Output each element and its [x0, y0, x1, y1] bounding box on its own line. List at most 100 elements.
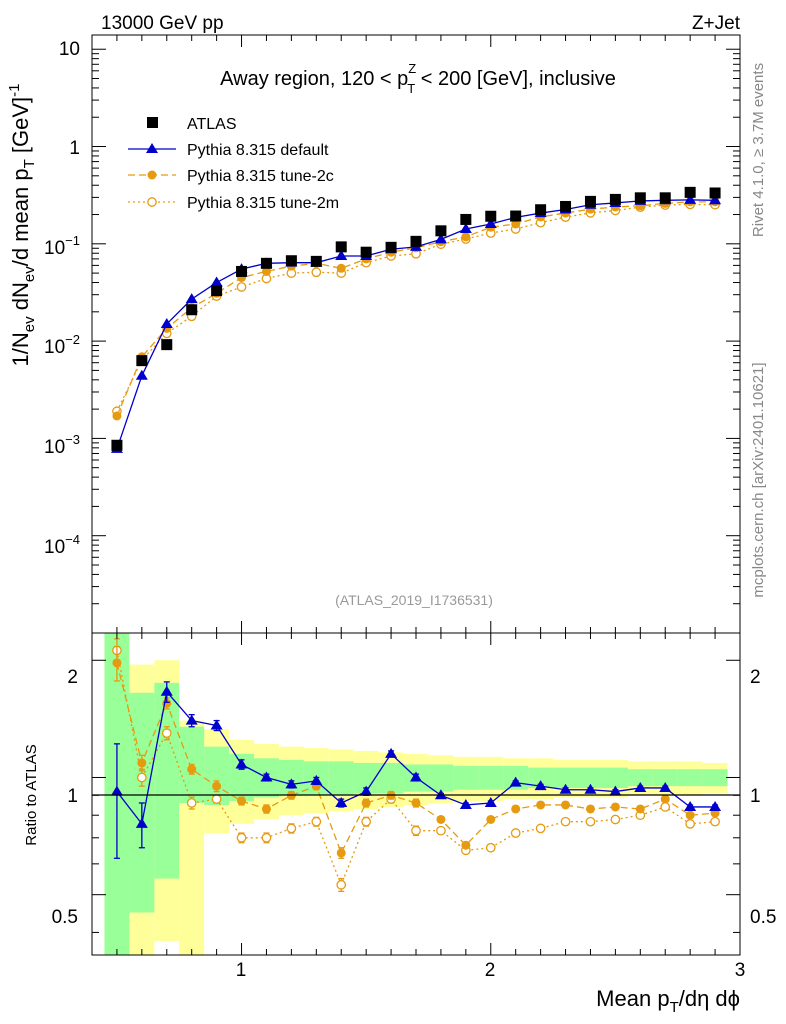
- ratio-point-3: [186, 798, 197, 808]
- data-point-0: [659, 192, 671, 204]
- legend: ATLAS Pythia 8.315 default Pythia 8.315 …: [128, 116, 339, 212]
- ratio-tick-label-right: 0.5: [750, 907, 776, 928]
- data-point-0: [435, 225, 447, 237]
- ratio-point-1: [135, 817, 148, 828]
- data-point-3: [311, 267, 322, 278]
- y-tick-labels: 10 1 10−1 10−2 10−3 10−4: [44, 39, 80, 558]
- ratio-point-1: [534, 780, 547, 791]
- data-point-0: [460, 213, 472, 225]
- data-point-0: [211, 285, 223, 297]
- ratio-point-3: [211, 794, 222, 804]
- ratio-point-1: [160, 685, 173, 696]
- ratio-point-2: [486, 814, 496, 824]
- ratio-point-1: [360, 785, 373, 796]
- ratio-band-green: [652, 769, 678, 787]
- ratio-point-2: [610, 802, 620, 812]
- ratio-point-3: [660, 802, 671, 812]
- data-point-1: [459, 222, 472, 233]
- ratio-point-2: [112, 658, 122, 668]
- data-point-3: [236, 282, 247, 292]
- ratio-tick-label: 2: [67, 667, 78, 688]
- data-point-1: [135, 369, 148, 380]
- ratio-tick-labels: 2 1 0.5 2 1 0.5: [52, 667, 777, 928]
- data-point-0: [360, 246, 372, 258]
- data-point-1: [160, 317, 173, 328]
- data-point-1: [684, 193, 697, 204]
- legend-label-atlas: ATLAS: [187, 116, 237, 133]
- legend-label-default: Pythia 8.315 default: [187, 142, 329, 159]
- ratio-point-2: [561, 800, 571, 810]
- ratio-band-green: [478, 766, 504, 790]
- ratio-point-2: [660, 794, 670, 804]
- ratio-point-2: [336, 848, 346, 858]
- ratio-point-1: [235, 758, 248, 769]
- ratio-point-1: [385, 747, 398, 758]
- legend-marker-tune2c: [147, 170, 157, 180]
- y-tick-label: 1: [69, 138, 80, 159]
- ratio-band-green: [627, 769, 653, 787]
- data-point-2: [112, 411, 122, 421]
- ratio-point-1: [260, 771, 273, 782]
- ratio-point-1: [410, 771, 422, 782]
- ratio-point-1: [584, 783, 597, 794]
- ratio-point-3: [510, 828, 521, 838]
- ratio-axis-title: Ratio to ATLAS: [23, 744, 40, 845]
- data-point-2: [461, 232, 471, 242]
- ratio-point-2: [261, 804, 271, 814]
- data-point-0: [161, 339, 173, 351]
- y-tick-label: 10−1: [44, 233, 80, 259]
- ratio-point-1: [484, 796, 497, 807]
- ratio-tick-label-right: 1: [750, 786, 761, 807]
- y-tick-label: 10−4: [44, 532, 80, 558]
- data-point-0: [385, 241, 397, 253]
- ratio-point-1: [285, 778, 298, 789]
- data-point-0: [186, 304, 198, 316]
- ratio-band-green: [602, 767, 628, 788]
- ratio-band-green: [677, 769, 703, 787]
- data-point-1: [210, 276, 223, 287]
- data-point-1: [709, 194, 722, 205]
- data-point-0: [285, 255, 297, 267]
- series-line-3: [116, 203, 716, 412]
- ratio-point-1: [559, 783, 572, 794]
- ratio-band-green: [328, 761, 354, 796]
- series-line-2: [116, 201, 716, 417]
- data-point-0: [260, 257, 272, 269]
- ratio-band-green: [154, 682, 180, 879]
- x-tick-label: 3: [735, 960, 746, 981]
- legend-label-tune2c: Pythia 8.315 tune-2c: [187, 168, 334, 185]
- data-point-0: [510, 210, 522, 222]
- ratio-tick-label: 0.5: [52, 907, 78, 928]
- data-point-1: [434, 233, 447, 244]
- ratio-point-3: [436, 825, 446, 836]
- data-point-0: [410, 235, 422, 247]
- ratio-band-green: [428, 764, 454, 792]
- data-point-0: [684, 186, 696, 198]
- ratio-band-green: [453, 766, 479, 790]
- data-point-0: [485, 210, 497, 222]
- ratio-point-3: [411, 825, 421, 836]
- ratio-point-3: [485, 842, 496, 853]
- ratio-point-3: [610, 814, 621, 825]
- ratio-point-1: [509, 776, 522, 787]
- data-point-2: [261, 266, 271, 276]
- data-point-0: [236, 265, 248, 277]
- y-tick-label: 10−2: [44, 332, 80, 358]
- ratio-series: [110, 638, 722, 892]
- analysis-id: (ATLAS_2019_I1736531): [335, 592, 493, 608]
- data-point-0: [111, 439, 123, 451]
- ratio-point-1: [634, 781, 647, 792]
- ratio-point-3: [311, 816, 322, 827]
- ratio-band-green: [553, 767, 578, 788]
- ratio-point-1: [185, 714, 198, 725]
- ratio-point-1: [459, 798, 472, 809]
- ratio-point-1: [310, 774, 323, 785]
- ratio-band-green: [528, 767, 554, 788]
- y-axis-title: 1/Nev dNev/d mean pT [GeV]-1: [6, 84, 38, 367]
- ratio-point-3: [685, 819, 696, 829]
- ratio-point-3: [136, 772, 147, 783]
- x-tick-label: 1: [236, 960, 247, 981]
- ratio-band-green: [378, 762, 404, 794]
- ratio-point-1: [659, 781, 672, 792]
